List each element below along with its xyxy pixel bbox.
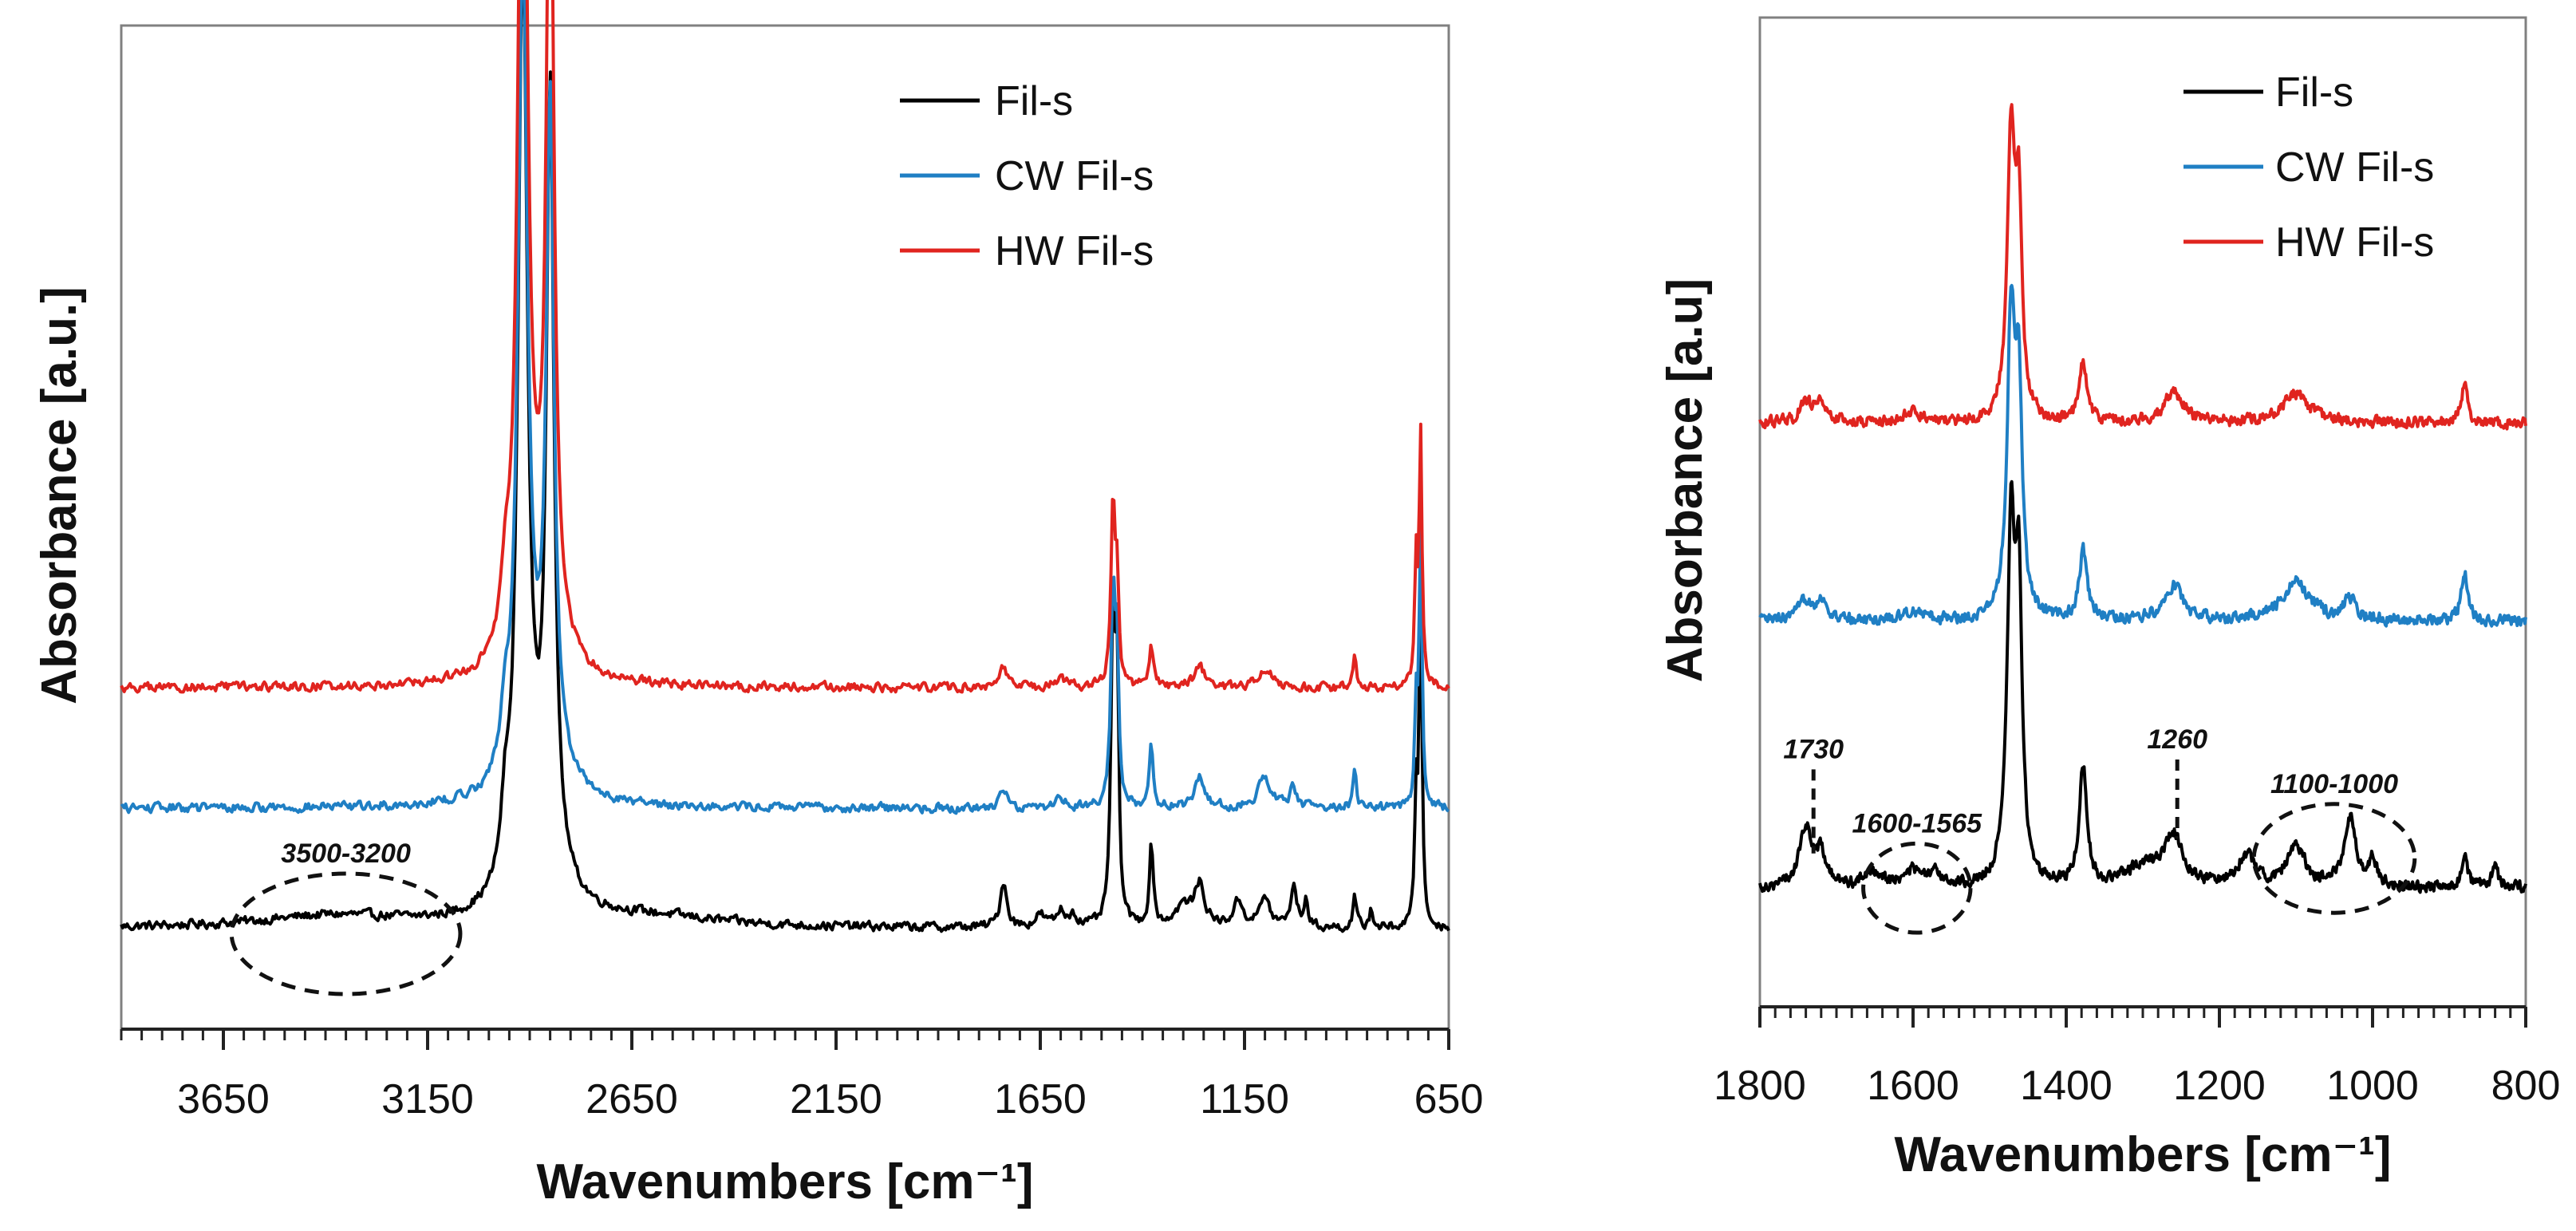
x-tick-label: 3150 xyxy=(381,1076,474,1122)
x-tick-label: 1400 xyxy=(2020,1063,2112,1109)
series-line-hw-fil-s xyxy=(1758,103,2527,431)
annotation-ellipse xyxy=(1861,841,1973,935)
x-tick-label: 1650 xyxy=(994,1076,1087,1122)
x-tick-label: 2650 xyxy=(586,1076,678,1122)
annotation-label: 1600-1565 xyxy=(1852,808,1982,838)
x-tick-label: 3650 xyxy=(177,1076,270,1122)
annotation-label: 3500-3200 xyxy=(281,838,411,869)
legend-label: CW Fil-s xyxy=(2275,144,2434,191)
y-axis-title: Absorbance [a.u.] xyxy=(32,286,87,704)
series-line-fil-s xyxy=(1758,479,2527,894)
series-line-hw-fil-s xyxy=(120,0,1450,694)
x-tick-label: 800 xyxy=(2491,1063,2561,1109)
legend-label: HW Fil-s xyxy=(995,228,1154,274)
x-tick-label: 1200 xyxy=(2173,1063,2266,1109)
x-tick-label: 1000 xyxy=(2326,1063,2419,1109)
annotation-ellipse xyxy=(229,871,463,996)
chart-left: 3650 3150 2650 2150 1650 1150 650 Wavenumbers [… xyxy=(32,0,1483,1209)
annotation-ellipse xyxy=(2251,802,2417,915)
legend-label: HW Fil-s xyxy=(2275,219,2434,266)
x-tick-label: 2150 xyxy=(790,1076,882,1122)
legend-label: Fil-s xyxy=(2275,69,2353,116)
plot-frame xyxy=(120,24,1450,1031)
x-tick-label: 1800 xyxy=(1714,1063,1806,1109)
x-tick-label: 1150 xyxy=(1200,1076,1289,1122)
legend-label: Fil-s xyxy=(995,78,1073,124)
x-tick-label: 1600 xyxy=(1867,1063,1959,1109)
annotation-label: 1730 xyxy=(1783,734,1844,764)
series-line-fil-s xyxy=(120,0,1450,933)
legend-label: CW Fil-s xyxy=(995,153,1154,199)
series-line-cw-fil-s xyxy=(120,0,1450,815)
annotation-label: 1100-1000 xyxy=(2270,769,2398,799)
series-line-cw-fil-s xyxy=(1758,283,2527,628)
x-tick-label: 650 xyxy=(1414,1076,1484,1122)
x-axis-title: Wavenumbers [cm⁻¹] xyxy=(1895,1127,2392,1182)
chart-right: 1800 1600 1400 1200 1000 800 Wavenumbers [cm⁻¹… xyxy=(1658,16,2561,1182)
x-axis-title: Wavenumbers [cm⁻¹] xyxy=(537,1154,1034,1209)
y-axis-title: Absorbance [a.u] xyxy=(1658,278,1713,682)
annotation-label: 1260 xyxy=(2147,724,2207,755)
